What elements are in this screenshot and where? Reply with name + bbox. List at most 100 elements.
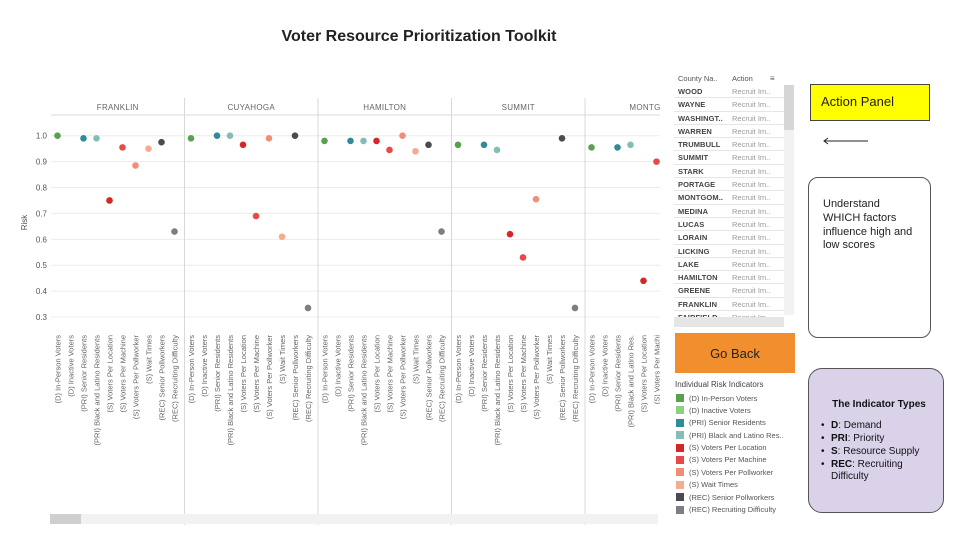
- x-tick-label: (D) In-Person Voters: [321, 335, 330, 404]
- county-name: GREENE: [678, 286, 711, 296]
- county-action: Recruit Im..: [732, 219, 771, 229]
- x-tick-label: (PRI) Black and Latino Residents: [360, 335, 369, 446]
- legend-item[interactable]: (S) Voters Per Machine: [675, 454, 815, 466]
- legend-label: (D) In-Person Voters: [689, 393, 758, 403]
- y-tick-label: 0.7: [36, 209, 48, 218]
- legend-item[interactable]: (S) Voters Per Pollworker: [675, 466, 815, 478]
- x-tick-label: (S) Wait Times: [545, 335, 554, 384]
- legend-swatch: [676, 443, 684, 452]
- x-tick-label: (PRI) Senior Residents: [347, 335, 356, 412]
- data-point: [304, 304, 312, 312]
- county-name: WASHINGT..: [678, 113, 723, 123]
- data-point: [532, 195, 540, 203]
- table-vertical-scrollbar[interactable]: [784, 85, 794, 315]
- county-action: Recruit Im..: [732, 153, 771, 163]
- data-point: [226, 132, 234, 140]
- x-tick-label: (S) Voters Per Machine: [252, 335, 261, 413]
- data-point: [54, 132, 61, 140]
- y-tick-label: 0.5: [36, 261, 48, 270]
- county-action-table: County Na.. Action ≡ WOOD Recruit Im.. WAY…: [674, 72, 796, 327]
- data-point: [519, 254, 527, 261]
- county-action: Recruit Im..: [732, 100, 771, 110]
- x-tick-label: (S) Wait Times: [145, 335, 154, 384]
- county-name: WOOD: [678, 87, 703, 96]
- legend-item[interactable]: (D) Inactive Voters: [675, 404, 815, 416]
- indicator-types-box: The Indicator Types D: DemandPRI: Priori…: [808, 368, 944, 513]
- column-header-action[interactable]: Action: [732, 74, 753, 83]
- table-row[interactable]: TRUMBULL Recruit Im..: [674, 138, 784, 152]
- data-point: [640, 277, 647, 285]
- indicator-type-item: REC: Recruiting Difficulty: [821, 459, 937, 483]
- county-name: TRUMBULL: [678, 140, 721, 150]
- table-horizontal-scrollbar[interactable]: [674, 317, 784, 327]
- panel-county-label: CUYAHOGA: [227, 103, 275, 112]
- panel-county-label: SUMMIT: [502, 103, 535, 112]
- table-row[interactable]: WOOD Recruit Im..: [674, 85, 784, 99]
- indicator-type-item: S: Resource Supply: [821, 446, 937, 458]
- go-back-button[interactable]: Go Back: [675, 333, 795, 373]
- county-action: Recruit Im..: [732, 166, 771, 176]
- table-row[interactable]: LORAIN Recruit Im..: [674, 231, 784, 245]
- table-rows: WOOD Recruit Im.. WAYNE Recruit Im.. WASHING…: [674, 85, 784, 325]
- county-name: PORTAGE: [678, 180, 716, 190]
- x-tick-label: (S) Voters Per Location: [239, 335, 248, 413]
- county-name: WAYNE: [678, 100, 706, 110]
- x-tick-label: (PRI) Black and Latino Residents: [93, 335, 102, 446]
- legend-item[interactable]: (REC) Recruiting Difficulty: [675, 504, 815, 516]
- legend-item[interactable]: (PRI) Senior Residents: [675, 417, 815, 429]
- data-point: [278, 233, 286, 241]
- legend-item[interactable]: (REC) Senior Pollworkers: [675, 491, 815, 503]
- x-tick-label: (REC) Recruiting Difficulty: [304, 335, 313, 422]
- county-name: MONTGOM..: [678, 193, 724, 203]
- column-header-county[interactable]: County Na..: [678, 74, 718, 83]
- x-tick-label: (D) In-Person Voters: [454, 335, 463, 404]
- data-point: [425, 141, 432, 149]
- x-tick-label: (PRI) Senior Residents: [480, 335, 489, 412]
- legend-item[interactable]: (D) In-Person Voters: [675, 392, 815, 404]
- table-row[interactable]: LICKING Recruit Im..: [674, 245, 784, 258]
- data-point: [252, 212, 260, 220]
- table-row[interactable]: WARREN Recruit Im..: [674, 125, 784, 139]
- indicator-type-desc: : Resource Supply: [837, 446, 920, 457]
- legend-item[interactable]: (PRI) Black and Latino Res..: [675, 429, 815, 441]
- table-row[interactable]: FRANKLIN Recruit Im..: [674, 298, 784, 312]
- table-row[interactable]: MEDINA Recruit Im..: [674, 205, 784, 218]
- table-row[interactable]: SUMMIT Recruit Im..: [674, 151, 784, 165]
- data-point: [558, 135, 566, 142]
- table-row[interactable]: STARK Recruit Im..: [674, 165, 784, 179]
- x-tick-label: (D) In-Person Voters: [54, 335, 63, 404]
- table-row[interactable]: WASHINGT.. Recruit Im..: [674, 112, 784, 125]
- county-action: Recruit Im..: [732, 273, 771, 283]
- data-point: [454, 141, 462, 149]
- table-row[interactable]: MONTGOM.. Recruit Im..: [674, 191, 784, 205]
- table-row[interactable]: GREENE Recruit Im..: [674, 284, 784, 298]
- county-name: FRANKLIN: [678, 299, 718, 309]
- x-tick-label: (PRI) Senior Residents: [614, 335, 623, 412]
- legend-swatch: [676, 480, 684, 489]
- data-point: [291, 132, 299, 140]
- indicator-type-key: S: [831, 446, 838, 457]
- x-tick-label: (PRI) Black and Latino Residents: [493, 335, 502, 446]
- table-row[interactable]: LAKE Recruit Im..: [674, 258, 784, 272]
- legend-item[interactable]: (S) Voters Per Location: [675, 442, 815, 454]
- indicator-type-item: D: Demand: [821, 420, 937, 432]
- table-row[interactable]: PORTAGE Recruit Im..: [674, 178, 784, 192]
- table-scrollbar-thumb[interactable]: [784, 85, 794, 130]
- column-menu-icon[interactable]: ≡: [770, 74, 775, 83]
- county-action: Recruit Im..: [732, 193, 771, 203]
- table-row[interactable]: LUCAS Recruit Im..: [674, 218, 784, 232]
- x-tick-label: (S) Voters Per Machine: [519, 335, 528, 413]
- x-tick-label: (PRI) Senior Residents: [80, 335, 89, 412]
- data-point: [399, 132, 406, 140]
- county-name: LORAIN: [678, 233, 708, 243]
- table-row[interactable]: HAMILTON Recruit Im..: [674, 271, 784, 285]
- table-row[interactable]: WAYNE Recruit Im..: [674, 98, 784, 112]
- chart-horizontal-scrollbar[interactable]: [50, 514, 658, 524]
- indicator-type-desc: : Recruiting Difficulty: [831, 459, 903, 482]
- county-action: Recruit Im..: [732, 299, 771, 309]
- legend-item[interactable]: (S) Wait Times: [675, 479, 815, 491]
- county-action: Recruit Im..: [732, 126, 771, 136]
- chart-scrollbar-thumb[interactable]: [50, 514, 81, 524]
- legend-label: (REC) Recruiting Difficulty: [689, 505, 776, 515]
- county-name: STARK: [678, 166, 704, 176]
